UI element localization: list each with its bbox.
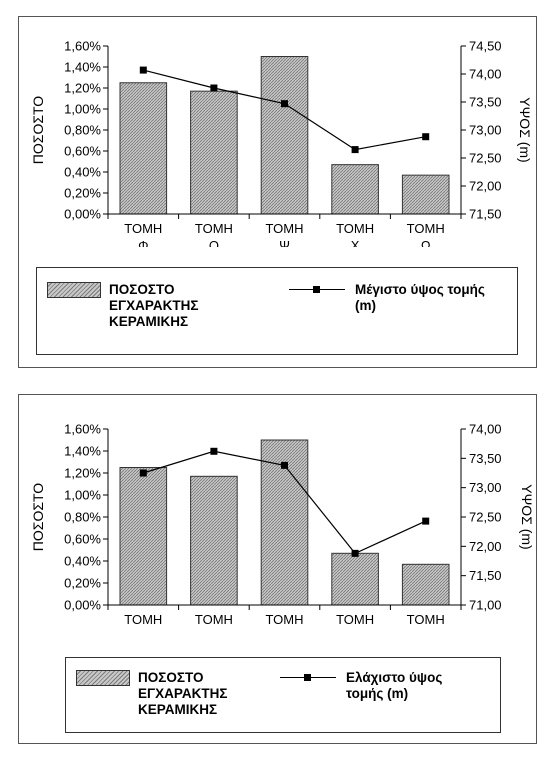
chart-2-legend: ΠΟΣΟΣΤΟ ΕΓΧΑΡΑΚΤΗΣ ΚΕΡΑΜΙΚΗΣ Ελάχιστο ύψ…: [65, 657, 501, 733]
y-tick-label: 1,60%: [64, 39, 101, 54]
bar: [190, 90, 238, 215]
bar: [119, 467, 168, 606]
x-tick-label: ΤΟΜΗ: [195, 612, 233, 627]
legend-bar-swatch: [76, 670, 130, 686]
legend-bar-label: ΠΟΣΟΣΤΟ ΕΓΧΑΡΑΚΤΗΣ ΚΕΡΑΜΙΚΗΣ: [138, 670, 228, 717]
bar: [401, 174, 450, 215]
x-tick-label: Χ: [351, 629, 360, 631]
y2-tick-label: 74,00: [469, 422, 502, 437]
y2-tick-label: 72,50: [469, 151, 502, 166]
y-tick-label: 1,60%: [64, 422, 101, 437]
legend-item-line: Μέγιστο ύψος τομής (m): [289, 282, 485, 314]
legend-item-line: Ελάχιστο ύψος τομής (m): [280, 670, 442, 702]
chart-2-plot: 0,00% 0,20% 0,40% 0,60% 0,80% 1,00% 1,20% 1,40%…: [30, 422, 535, 632]
x-tick-label: ΤΟΜΗ: [124, 612, 162, 627]
y-tick-label: 0,20%: [64, 186, 101, 201]
y2-axis-title: ΥΨΟΣ (m): [517, 97, 533, 162]
bar: [260, 56, 309, 215]
x-tick-label: Φ: [138, 238, 148, 247]
chart-1-plot: 0,00% 0,20% 0,40% 0,60% 0,80% 1,00% 1,20% 1,40%…: [30, 39, 533, 248]
y-tick-label: 0,40%: [64, 554, 101, 569]
bar: [190, 475, 238, 606]
height-point: [139, 66, 147, 74]
legend-item-bar: ΠΟΣΟΣΤΟ ΕΓΧΑΡΑΚΤΗΣ ΚΕΡΑΜΙΚΗΣ: [76, 670, 227, 718]
y2-tick-label: 71,00: [469, 598, 502, 613]
height-point: [351, 146, 359, 154]
y-tick-label: 1,00%: [64, 488, 101, 503]
height-point: [281, 461, 288, 469]
y-tick-label: 0,40%: [64, 165, 101, 180]
x-tick-label: Ο: [209, 238, 219, 247]
x-tick-label: Ω: [421, 629, 431, 631]
x-tick-label: Ψ: [279, 238, 290, 247]
y-tick-label: 1,20%: [64, 466, 101, 481]
y-tick-label: 1,20%: [64, 81, 101, 96]
y2-tick-label: 71,50: [469, 568, 502, 583]
y2-tick-label: 72,00: [469, 539, 502, 554]
x-tick-label: Ω: [421, 238, 431, 247]
legend-line-label: Ελάχιστο ύψος τομής (m): [346, 670, 443, 701]
chart-1-legend: ΠΟΣΟΣΤΟ ΕΓΧΑΡΑΚΤΗΣ ΚΕΡΑΜΙΚΗΣ Μέγιστο ύψο…: [36, 267, 518, 355]
legend-line-label: Μέγιστο ύψος τομής (m): [355, 282, 485, 313]
height-point: [139, 469, 147, 477]
bar: [119, 82, 168, 215]
y-tick-label: 0,60%: [64, 144, 101, 159]
x-tick-label: Ψ: [279, 629, 290, 631]
y-tick-label: 1,00%: [64, 102, 101, 117]
height-point: [281, 100, 288, 108]
y2-tick-label: 74,50: [469, 39, 502, 54]
y2-tick-label: 73,50: [469, 95, 502, 110]
y2-tick-label: 72,50: [469, 510, 502, 525]
chart-2-frame: 0,00% 0,20% 0,40% 0,60% 0,80% 1,00% 1,20% 1,40%…: [18, 394, 537, 744]
y2-axis-title: ΥΨΟΣ (m): [519, 484, 535, 549]
legend-item-bar: ΠΟΣΟΣΤΟ ΕΓΧΑΡΑΚΤΗΣ ΚΕΡΑΜΙΚΗΣ: [47, 282, 198, 330]
height-point: [422, 517, 430, 525]
y2-tick-label: 73,00: [469, 123, 502, 138]
bar: [331, 552, 379, 606]
x-tick-label: Φ: [138, 629, 148, 631]
y2-tick-label: 73,50: [469, 451, 502, 466]
chart-1-frame: 0,00% 0,20% 0,40% 0,60% 0,80% 1,00% 1,20% 1,40%…: [18, 16, 537, 368]
x-tick-label: ΤΟΜΗ: [407, 221, 445, 236]
x-tick-label: Ο: [209, 629, 219, 631]
y-tick-label: 0,80%: [64, 123, 101, 138]
y-tick-label: 0,80%: [64, 510, 101, 525]
legend-bar-label: ΠΟΣΟΣΤΟ ΕΓΧΑΡΑΚΤΗΣ ΚΕΡΑΜΙΚΗΣ: [109, 282, 199, 329]
y2-tick-label: 72,00: [469, 179, 502, 194]
y-tick-label: 0,00%: [64, 598, 101, 613]
y-tick-label: 0,00%: [64, 207, 101, 222]
y-axis-title: ΠΟΣΟΣΤΟ: [30, 96, 46, 164]
y-tick-label: 1,40%: [64, 444, 101, 459]
height-point: [210, 447, 218, 455]
y-axis-title: ΠΟΣΟΣΤΟ: [30, 483, 46, 551]
x-tick-label: ΤΟΜΗ: [124, 221, 162, 236]
x-tick-label: ΤΟΜΗ: [407, 612, 445, 627]
legend-line-swatch: [280, 670, 336, 686]
x-tick-label: ΤΟΜΗ: [195, 221, 233, 236]
height-point: [351, 549, 359, 557]
bar: [401, 563, 450, 606]
legend-bar-swatch: [47, 282, 101, 298]
height-point: [422, 133, 430, 141]
y-tick-label: 0,20%: [64, 576, 101, 591]
legend-line-swatch: [289, 282, 345, 298]
y-tick-label: 0,60%: [64, 532, 101, 547]
x-tick-label: ΤΟΜΗ: [265, 612, 303, 627]
height-point: [210, 84, 218, 92]
y2-tick-label: 73,00: [469, 480, 502, 495]
bar: [331, 164, 379, 215]
x-tick-label: ΤΟΜΗ: [336, 221, 374, 236]
y2-tick-label: 74,00: [469, 67, 502, 82]
y2-tick-label: 71,50: [469, 207, 502, 222]
y-tick-label: 1,40%: [64, 60, 101, 75]
x-tick-label: ΤΟΜΗ: [336, 612, 374, 627]
x-tick-label: Χ: [351, 238, 360, 247]
x-tick-label: ΤΟΜΗ: [265, 221, 303, 236]
